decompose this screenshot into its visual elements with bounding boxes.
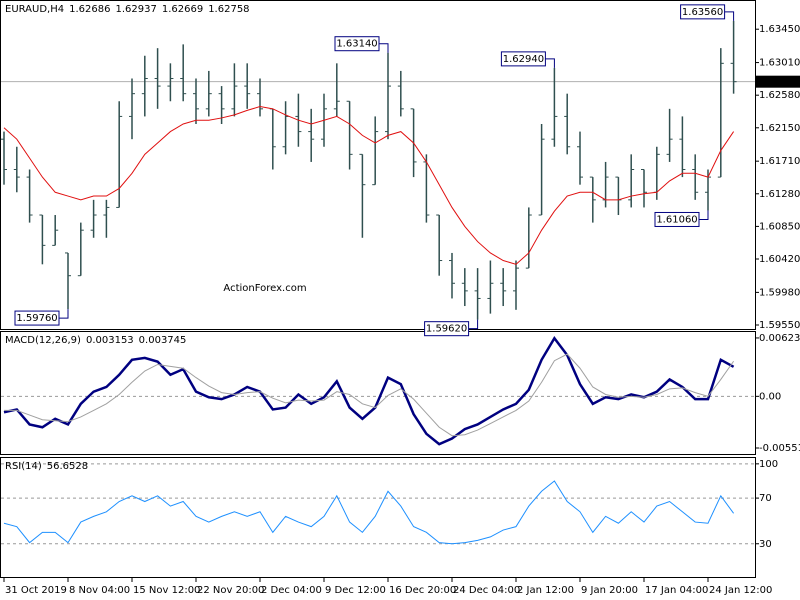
annotation-leader: [59, 309, 69, 319]
y-tick-label: 1.59980: [759, 287, 800, 298]
annotation-label: 1.62940: [503, 54, 544, 65]
annotation-leader: [545, 58, 555, 68]
annotation-box: [654, 211, 700, 227]
rsi-panel: [0, 457, 756, 578]
rsi-line: [3, 480, 735, 545]
header-value: 1.62686: [69, 4, 110, 15]
y-tick-label: 1.60420: [759, 254, 800, 265]
indicator-title: RSI(14): [5, 461, 42, 472]
annotation-box: [14, 310, 60, 326]
annotation-box: [424, 321, 470, 337]
annotation-box: [680, 4, 726, 20]
y-tick-label: 1.63450: [759, 24, 800, 35]
header-value: 1.62937: [115, 4, 156, 15]
macd-line: [4, 353, 735, 437]
y-tick-label: 100: [759, 459, 778, 470]
x-tick-label: 24 Jan 12:00: [709, 585, 772, 596]
macd-panel: [0, 331, 756, 455]
y-tick-label: 1.61280: [759, 189, 800, 200]
annotation-leader: [468, 319, 479, 330]
x-tick-label: 24 Dec 04:00: [453, 585, 520, 596]
current-price-box: [756, 75, 800, 88]
indicator-title: MACD(12,26,9): [5, 335, 81, 346]
y-tick-label: -0.005513: [759, 443, 800, 454]
watermark: ActionForex.com: [223, 283, 306, 294]
x-tick-label: 2 Dec 04:00: [261, 585, 322, 596]
x-tick-label: 8 Nov 04:00: [69, 585, 130, 596]
annotation-label: 1.59760: [16, 313, 57, 324]
annotation-leader: [379, 43, 389, 53]
y-tick-label: 0.00: [759, 391, 781, 402]
annotation-label: 1.63140: [336, 39, 377, 50]
annotation-box: [500, 51, 546, 67]
current-price-label: 1.62758: [759, 77, 800, 88]
y-tick-label: 70: [759, 493, 772, 504]
y-tick-label: 30: [759, 539, 772, 550]
price-panel: [0, 0, 756, 330]
x-tick-label: 16 Dec 20:00: [389, 585, 456, 596]
y-tick-label: 0.006231: [759, 333, 800, 344]
annotation-label: 1.63560: [682, 7, 723, 18]
annotation-label: 1.61060: [656, 214, 697, 225]
x-tick-label: 9 Dec 12:00: [325, 585, 386, 596]
header-value: 0.003153: [86, 335, 134, 346]
y-tick-label: 1.63010: [759, 58, 800, 69]
x-tick-label: 17 Jan 04:00: [645, 585, 708, 596]
moving-average: [3, 106, 735, 265]
annotation-label: 1.59620: [426, 324, 467, 335]
x-tick-label: 9 Jan 20:00: [581, 585, 638, 596]
y-tick-label: 1.60850: [759, 221, 800, 232]
indicator-title: EURAUD,H4: [5, 4, 64, 15]
header-value: 1.62669: [162, 4, 203, 15]
header-value: 1.62758: [208, 4, 249, 15]
header-value: 56.6528: [47, 461, 88, 472]
y-tick-label: 1.59550: [759, 320, 800, 331]
y-tick-label: 1.62580: [759, 90, 800, 101]
y-tick-label: 1.62150: [759, 123, 800, 134]
x-tick-label: 2 Jan 12:00: [517, 585, 574, 596]
y-tick-label: 1.61710: [759, 156, 800, 167]
annotation-leader: [724, 11, 735, 21]
annotation-box: [334, 36, 380, 52]
x-tick-label: 22 Nov 20:00: [197, 585, 264, 596]
macd-line: [3, 336, 735, 446]
x-tick-label: 31 Oct 2019: [5, 585, 67, 596]
annotation-leader: [699, 210, 709, 220]
header-value: 0.003745: [139, 335, 187, 346]
x-tick-label: 15 Nov 12:00: [133, 585, 200, 596]
